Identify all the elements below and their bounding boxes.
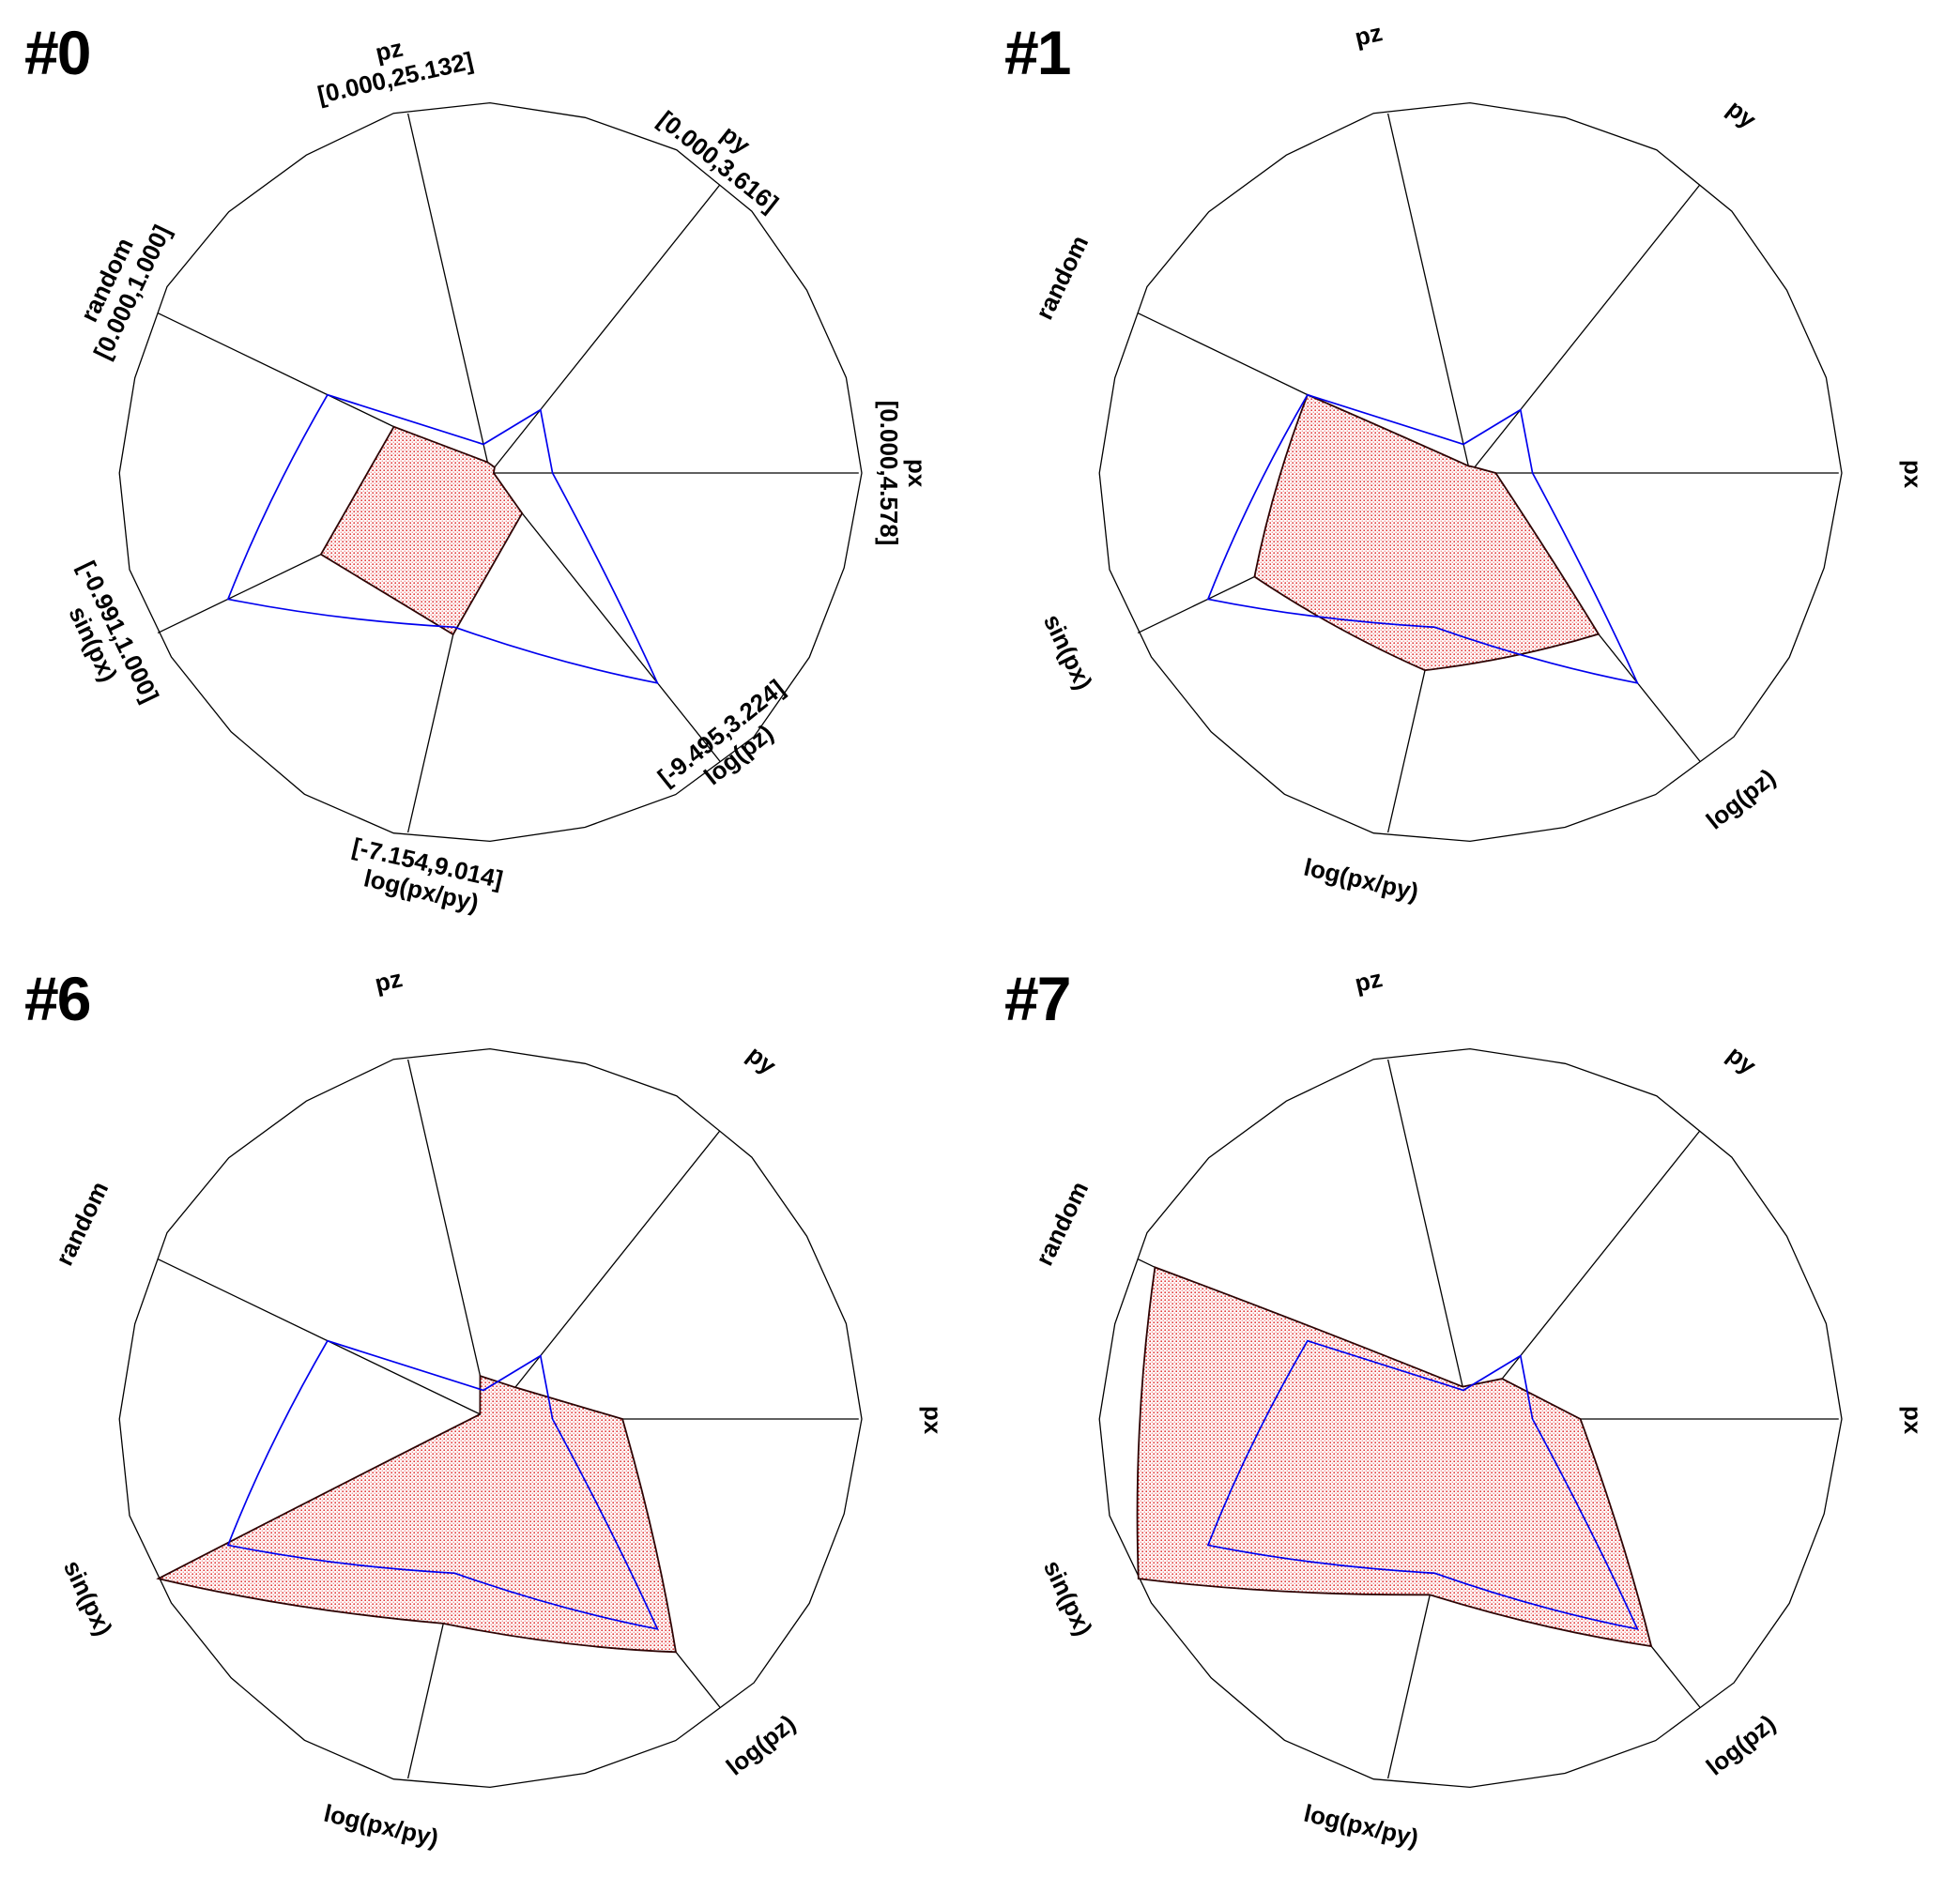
axis-line-py	[489, 184, 721, 474]
axis-line-pz	[1386, 1059, 1471, 1420]
axis-label-px: px [0.000,4.578]	[874, 400, 931, 546]
spider-plot-svg	[118, 101, 863, 843]
entry-polygon	[156, 1374, 678, 1654]
axis-line-py	[1469, 1130, 1701, 1420]
axis-line-pz	[1386, 113, 1471, 474]
average-polygon	[1206, 393, 1639, 684]
spider-outline-circle	[1098, 101, 1843, 843]
entry-polygon	[1253, 393, 1600, 672]
axis-name: pz	[1352, 18, 1386, 52]
spider-plot-svg	[1098, 101, 1843, 843]
axis-label-px: px	[1898, 459, 1927, 489]
entry-polygon	[319, 425, 524, 636]
entry-polygon	[1136, 1266, 1653, 1648]
axis-label-pz: pz	[1352, 964, 1386, 999]
spider-plot-svg	[118, 1047, 863, 1789]
axis-label-px: px	[918, 1405, 947, 1435]
spider-outline-circle	[1098, 1047, 1843, 1789]
spider-outline-circle	[118, 1047, 863, 1789]
axis-line-pz	[406, 1059, 491, 1420]
axis-label-pz: pz	[1352, 18, 1386, 53]
axis-name: px	[902, 458, 931, 488]
axis-label-pz: pz	[372, 964, 406, 999]
axis-line-py	[1469, 184, 1701, 474]
panel-title: #1	[1004, 18, 1071, 87]
spider-plot-svg	[1098, 1047, 1843, 1789]
spider-panel-1: #1 px py pz random sin(px) log(px/py) log(pz)	[980, 0, 1960, 946]
axis-label-px: px	[1898, 1405, 1927, 1435]
axis-name: pz	[372, 964, 406, 998]
panel-title: #6	[24, 964, 91, 1033]
axis-line-random	[157, 1259, 491, 1420]
spider-panel-3: #7 px py pz random sin(px) log(px/py) log(pz)	[980, 946, 1960, 1892]
average-polygon	[1206, 1339, 1639, 1630]
spider-panel-0: #0 px [0.000,4.578] py [0.000,3.616] pz [0.000…	[0, 0, 980, 946]
axis-name: px	[918, 1405, 947, 1435]
axis-line-pz	[406, 113, 491, 474]
panel-title: #0	[24, 18, 91, 87]
axis-name: pz	[1352, 964, 1386, 998]
average-polygon	[226, 393, 659, 684]
axis-range: [0.000,4.578]	[875, 400, 903, 546]
panel-title: #7	[1004, 964, 1071, 1033]
axis-line-log_pz	[489, 472, 721, 762]
axis-name: px	[1898, 459, 1927, 489]
axis-line-py	[489, 1130, 721, 1420]
spider-panel-2: #6 px py pz random sin(px) log(px/py) log(pz)	[0, 946, 980, 1892]
spider-outline-circle	[118, 101, 863, 843]
axis-name: px	[1898, 1405, 1927, 1435]
average-polygon	[226, 1339, 659, 1630]
